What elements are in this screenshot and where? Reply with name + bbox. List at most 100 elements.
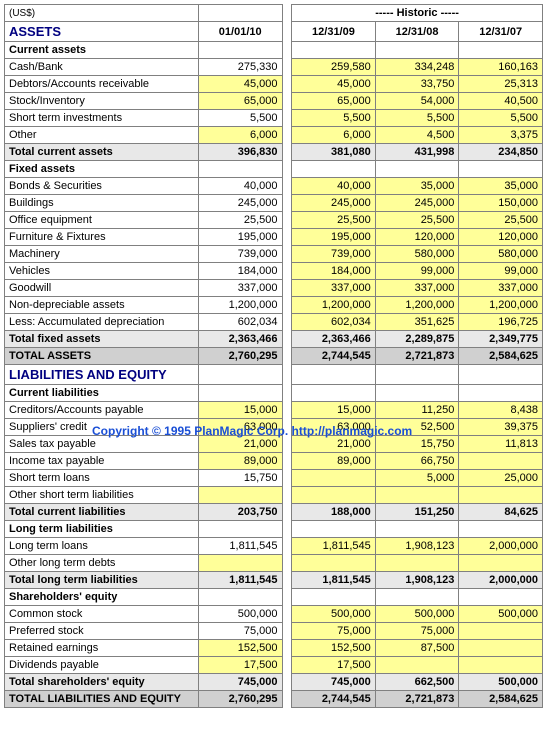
value-cell: 52,500 [375,419,459,436]
date-header: 12/31/09 [292,22,376,42]
total-value: 188,000 [292,504,376,521]
value-cell: 99,000 [459,263,543,280]
value-cell: 63,000 [198,419,282,436]
value-cell: 75,000 [375,623,459,640]
value-cell: 602,034 [198,314,282,331]
value-cell: 5,500 [375,110,459,127]
value-cell: 40,000 [198,178,282,195]
value-cell: 87,500 [375,640,459,657]
row-label: Long term loans [5,538,199,555]
row-label: Cash/Bank [5,59,199,76]
row-label: Short term investments [5,110,199,127]
value-cell: 120,000 [375,229,459,246]
value-cell: 259,580 [292,59,376,76]
value-cell: 15,750 [375,436,459,453]
total-value: 2,760,295 [198,691,282,708]
row-label: Common stock [5,606,199,623]
value-cell: 5,500 [459,110,543,127]
row-label: Other [5,127,199,144]
total-value: 396,830 [198,144,282,161]
value-cell [292,470,376,487]
value-cell: 25,000 [459,470,543,487]
value-cell: 25,313 [459,76,543,93]
value-cell: 65,000 [198,93,282,110]
value-cell: 17,500 [292,657,376,674]
value-cell: 739,000 [198,246,282,263]
group-heading: Shareholders' equity [5,589,199,606]
group-heading: Long term liabilities [5,521,199,538]
value-cell: 1,200,000 [198,297,282,314]
value-cell: 65,000 [292,93,376,110]
value-cell: 245,000 [375,195,459,212]
total-value: 84,625 [459,504,543,521]
total-label: Total fixed assets [5,331,199,348]
value-cell: 152,500 [292,640,376,657]
value-cell: 99,000 [375,263,459,280]
total-value: 381,080 [292,144,376,161]
value-cell: 245,000 [292,195,376,212]
value-cell: 25,500 [459,212,543,229]
row-label: Other long term debts [5,555,199,572]
value-cell [375,657,459,674]
value-cell: 15,000 [198,402,282,419]
total-value: 2,000,000 [459,572,543,589]
historic-header: ----- Historic ----- [292,5,543,22]
value-cell: 1,811,545 [198,538,282,555]
value-cell: 1,200,000 [375,297,459,314]
total-value: 2,289,875 [375,331,459,348]
value-cell: 334,248 [375,59,459,76]
total-value: 2,349,775 [459,331,543,348]
total-label: Total shareholders' equity [5,674,199,691]
row-label: Machinery [5,246,199,263]
row-label: Furniture & Fixtures [5,229,199,246]
row-label: Goodwill [5,280,199,297]
value-cell: 739,000 [292,246,376,263]
value-cell: 160,163 [459,59,543,76]
balance-sheet-table: (US$)----- Historic -----ASSETS01/01/101… [4,4,543,708]
total-value: 2,584,625 [459,691,543,708]
value-cell: 66,750 [375,453,459,470]
value-cell [292,487,376,504]
total-value: 1,811,545 [292,572,376,589]
row-label: Dividends payable [5,657,199,674]
value-cell [198,487,282,504]
value-cell: 5,000 [375,470,459,487]
value-cell: 1,200,000 [459,297,543,314]
value-cell: 184,000 [198,263,282,280]
date-header: 12/31/08 [375,22,459,42]
value-cell: 500,000 [375,606,459,623]
value-cell: 6,000 [292,127,376,144]
total-value: 151,250 [375,504,459,521]
value-cell [459,453,543,470]
value-cell: 11,813 [459,436,543,453]
row-label: Stock/Inventory [5,93,199,110]
value-cell: 25,500 [198,212,282,229]
row-label: Preferred stock [5,623,199,640]
value-cell: 4,500 [375,127,459,144]
total-value: 2,721,873 [375,348,459,365]
value-cell: 45,000 [292,76,376,93]
row-label: Sales tax payable [5,436,199,453]
row-label: Office equipment [5,212,199,229]
value-cell: 500,000 [198,606,282,623]
value-cell: 337,000 [292,280,376,297]
value-cell [459,657,543,674]
value-cell: 152,500 [198,640,282,657]
value-cell: 15,750 [198,470,282,487]
value-cell: 275,330 [198,59,282,76]
total-value: 1,811,545 [198,572,282,589]
value-cell [292,555,376,572]
row-label: Bonds & Securities [5,178,199,195]
total-value: 2,744,545 [292,348,376,365]
value-cell: 580,000 [459,246,543,263]
value-cell: 196,725 [459,314,543,331]
value-cell: 45,000 [198,76,282,93]
value-cell: 5,500 [198,110,282,127]
currency-label: (US$) [5,5,199,22]
value-cell: 40,000 [292,178,376,195]
value-cell: 337,000 [375,280,459,297]
date-header: 01/01/10 [198,22,282,42]
value-cell: 25,500 [292,212,376,229]
total-label: Total current liabilities [5,504,199,521]
value-cell: 337,000 [459,280,543,297]
